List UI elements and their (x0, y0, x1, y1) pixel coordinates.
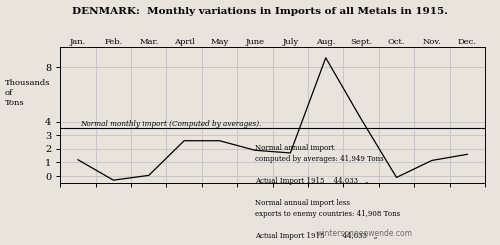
Text: Normal monthly import (Computed by averages).: Normal monthly import (Computed by avera… (80, 121, 261, 128)
Text: wintersonnenwende.com: wintersonnenwende.com (317, 229, 413, 238)
Text: Oct.: Oct. (388, 37, 406, 46)
Text: Feb.: Feb. (104, 37, 122, 46)
Text: Sept.: Sept. (350, 37, 372, 46)
Text: Dec.: Dec. (458, 37, 476, 46)
Text: Normal annual import
computed by averages: 41,949 Tons

Actual Import 1915    44: Normal annual import computed by average… (255, 144, 400, 240)
Text: Thousands
of
Tons: Thousands of Tons (5, 79, 51, 107)
Text: Jan.: Jan. (70, 37, 86, 46)
Text: Mar.: Mar. (139, 37, 158, 46)
Text: May: May (210, 37, 228, 46)
Text: Aug.: Aug. (316, 37, 336, 46)
Text: April: April (174, 37, 195, 46)
Text: Nov.: Nov. (422, 37, 442, 46)
Text: June: June (246, 37, 264, 46)
Text: DENMARK:  Monthly variations in Imports of all Metals in 1915.: DENMARK: Monthly variations in Imports o… (72, 7, 448, 16)
Text: July: July (282, 37, 298, 46)
